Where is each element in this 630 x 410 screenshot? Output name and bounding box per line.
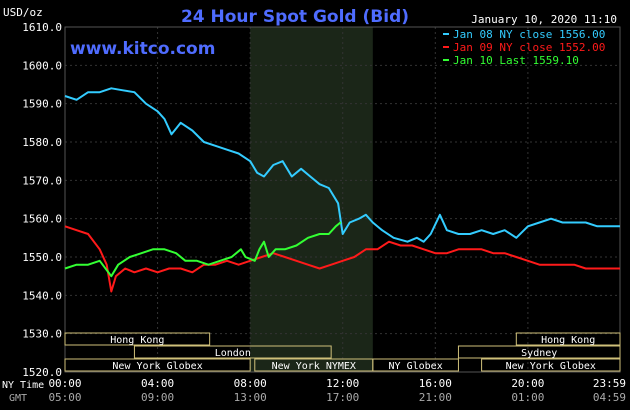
x-tick-nytime: 12:00 [326, 377, 359, 390]
x-tick-nytime: 04:00 [141, 377, 174, 390]
x-tick-nytime: 08:00 [234, 377, 267, 390]
legend-label-jan10: Jan 10 Last 1559.10 [453, 54, 579, 67]
y-tick-label: 1570.0 [22, 174, 62, 187]
nymex-session-shade [250, 27, 373, 372]
series-line-1 [64, 225, 620, 293]
chart-date: January 10, 2020 11:10 [471, 13, 617, 26]
legend: Jan 08 NY close 1556.00 Jan 09 NY close … [443, 28, 605, 67]
nytime-row-label: NY Time [2, 380, 44, 391]
x-tick-gmt: 21:00 [419, 391, 452, 404]
session-box [457, 345, 621, 359]
session-box [515, 332, 621, 346]
legend-label-jan08: Jan 08 NY close 1556.00 [453, 28, 605, 41]
x-tick-nytime: 16:00 [419, 377, 452, 390]
series-line-0 [64, 87, 620, 243]
series-line-2 [64, 221, 342, 278]
y-tick-label: 1520.0 [22, 366, 62, 379]
y-tick-label: 1560.0 [22, 213, 62, 226]
session-box [64, 332, 211, 346]
session-label: NY Globex [389, 361, 443, 372]
y-tick-label: 1580.0 [22, 136, 62, 149]
y-tick-label: 1600.0 [22, 59, 62, 72]
y-tick-label: 1540.0 [22, 289, 62, 302]
session-label: Sydney [521, 348, 557, 359]
gmt-row-label: GMT [9, 393, 27, 404]
unit-label: USD/oz [3, 6, 43, 19]
x-tick-gmt: 05:00 [48, 391, 81, 404]
y-tick-label: 1610.0 [22, 21, 62, 34]
session-box [64, 358, 251, 372]
session-box [481, 358, 621, 372]
y-tick-label: 1550.0 [22, 251, 62, 264]
session-box [372, 358, 459, 372]
x-tick-gmt: 13:00 [234, 391, 267, 404]
y-tick-label: 1590.0 [22, 98, 62, 111]
x-tick-nytime: 23:59 [593, 377, 626, 390]
session-label: London [215, 348, 251, 359]
session-box [133, 345, 332, 359]
x-tick-gmt: 09:00 [141, 391, 174, 404]
x-tick-gmt: 01:00 [511, 391, 544, 404]
x-tick-gmt: 17:00 [326, 391, 359, 404]
y-tick-label: 1530.0 [22, 328, 62, 341]
session-label: New York NYMEX [272, 361, 356, 372]
session-label: New York Globex [112, 361, 202, 372]
session-label: Hong Kong [541, 335, 595, 346]
x-tick-gmt: 04:59 [593, 391, 626, 404]
session-label: New York Globex [506, 361, 596, 372]
x-tick-nytime: 00:00 [48, 377, 81, 390]
x-tick-nytime: 20:00 [511, 377, 544, 390]
plot-border [64, 26, 621, 373]
session-label: Hong Kong [110, 335, 164, 346]
chart-title: 24 Hour Spot Gold (Bid) [181, 7, 409, 27]
legend-label-jan09: Jan 09 NY close 1552.00 [453, 41, 605, 54]
site-watermark: www.kitco.com [70, 39, 215, 59]
